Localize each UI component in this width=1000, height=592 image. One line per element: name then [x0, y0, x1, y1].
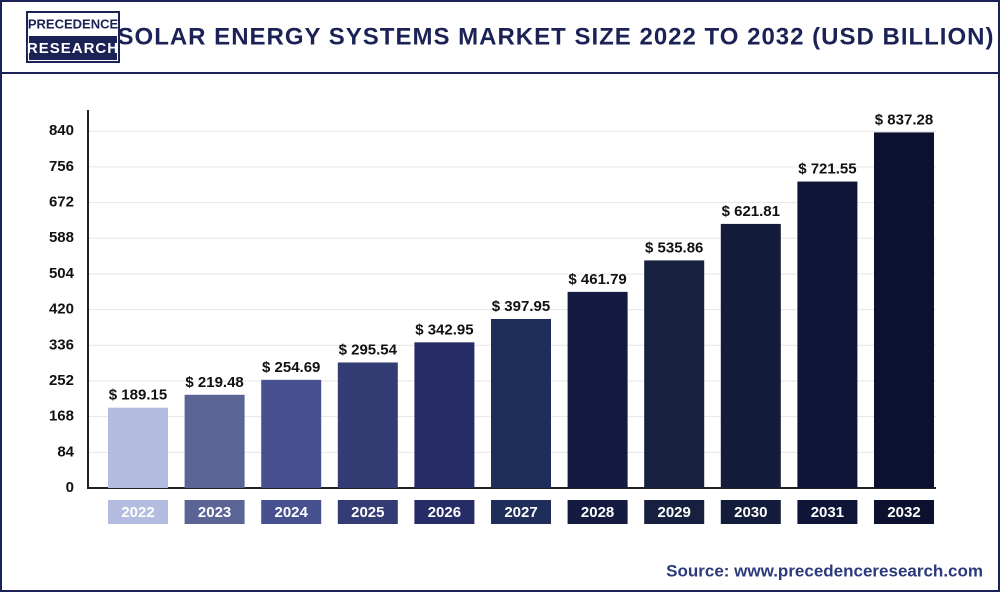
bar: [261, 379, 322, 488]
x-tick-label: 2026: [428, 504, 461, 521]
value-label: $ 721.55: [798, 161, 856, 178]
x-tick-label: 2027: [504, 504, 537, 521]
x-tick-label: 2030: [734, 504, 767, 521]
x-tick-label: 2024: [275, 504, 309, 521]
value-label: $ 461.79: [568, 271, 626, 288]
bar: [797, 181, 858, 488]
x-tick-label: 2022: [121, 504, 154, 521]
bar: [337, 362, 398, 488]
y-tick-label: 420: [49, 301, 74, 318]
category-box: [720, 500, 781, 524]
x-tick-label: 2032: [887, 504, 920, 521]
bar: [414, 342, 475, 488]
x-tick-label: 2031: [811, 504, 844, 521]
category-box: [491, 500, 551, 524]
bar: [720, 223, 781, 489]
x-tick-label: 2025: [351, 504, 384, 521]
category-box: [261, 500, 322, 524]
category-box: [414, 500, 475, 524]
bar: [874, 132, 934, 489]
logo-band: [29, 36, 117, 60]
x-tick-label: 2028: [581, 504, 614, 521]
y-tick-label: 84: [57, 443, 74, 460]
y-tick-label: 252: [49, 372, 74, 389]
y-tick-label: 0: [66, 479, 74, 496]
chart-title: SOLAR ENERGY SYSTEMS MARKET SIZE 2022 TO…: [118, 23, 995, 50]
logo-text: PRECEDENCE: [28, 16, 119, 31]
value-label: $ 342.95: [415, 321, 473, 338]
y-tick-label: 672: [49, 194, 74, 211]
y-tick-label: 756: [49, 158, 74, 175]
y-tick-label: 336: [49, 336, 74, 353]
value-label: $ 254.69: [262, 359, 320, 376]
bar: [491, 318, 551, 488]
value-label: $ 535.86: [645, 239, 703, 256]
y-tick-label: 588: [49, 229, 74, 246]
logo-text: RESEARCH: [27, 40, 119, 57]
bar: [108, 407, 168, 488]
category-box: [108, 500, 168, 524]
y-tick-label: 168: [49, 408, 74, 425]
y-tick-label: 840: [49, 122, 74, 139]
category-box: [874, 500, 934, 524]
bar: [184, 394, 245, 488]
value-label: $ 189.15: [109, 387, 167, 404]
value-label: $ 837.28: [875, 111, 933, 128]
y-tick-label: 504: [49, 265, 75, 282]
x-tick-label: 2023: [198, 504, 231, 521]
value-label: $ 295.54: [339, 341, 398, 358]
bar: [644, 260, 705, 488]
value-label: $ 397.95: [492, 298, 550, 315]
category-box: [567, 500, 628, 524]
value-label: $ 219.48: [185, 374, 243, 391]
bar: [567, 291, 628, 488]
category-box: [644, 500, 705, 524]
value-label: $ 621.81: [722, 203, 780, 220]
category-box: [184, 500, 245, 524]
category-box: [797, 500, 858, 524]
category-box: [337, 500, 398, 524]
source-note: Source: www.precedenceresearch.com: [666, 561, 983, 580]
x-tick-label: 2029: [658, 504, 691, 521]
